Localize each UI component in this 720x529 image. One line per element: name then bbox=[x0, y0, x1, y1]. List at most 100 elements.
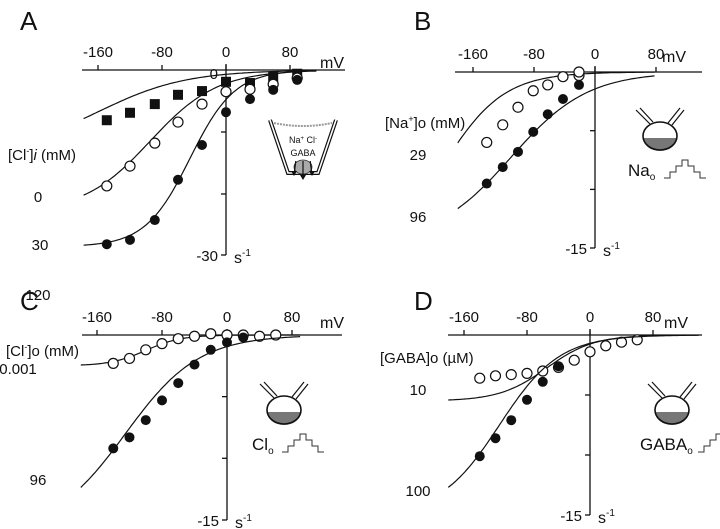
oocyte-vegetal-pole bbox=[655, 412, 689, 425]
data-point-filled bbox=[125, 234, 135, 245]
y-bottom-label: -15 bbox=[565, 241, 587, 258]
concentration-label: [GABA]o (µM) bbox=[380, 350, 474, 367]
panel-C: C -160 -80 0 80 mV -15 s-1 [Cl-]o (mM)0.001 96 Clo bbox=[0, 286, 344, 529]
step-protocol-icon bbox=[282, 433, 324, 453]
data-point-filled bbox=[157, 395, 167, 406]
data-point-filled bbox=[205, 344, 216, 355]
oocyte-clamp-icon: Clo bbox=[252, 381, 324, 457]
data-point-filled bbox=[573, 79, 584, 90]
data-point-filled bbox=[124, 432, 135, 443]
data-point-open bbox=[156, 338, 168, 350]
data-point-square bbox=[125, 107, 135, 118]
y-bottom-label: -30 bbox=[196, 248, 218, 265]
y-axis-unit-exponent: -1 bbox=[243, 513, 252, 524]
data-point-open bbox=[584, 346, 596, 358]
data-point-open bbox=[568, 354, 580, 366]
data-point-open bbox=[107, 357, 119, 369]
data-point-square bbox=[173, 89, 183, 100]
data-point-open bbox=[188, 330, 201, 342]
data-point-filled bbox=[542, 109, 553, 120]
arrow-head-icon bbox=[309, 171, 315, 176]
data-point-filled bbox=[528, 126, 539, 137]
data-point-open bbox=[600, 340, 612, 352]
data-point-open bbox=[557, 71, 569, 83]
data-point-open bbox=[124, 160, 136, 172]
inset-gaba-label: GABA bbox=[290, 148, 315, 158]
solution-label: Clo bbox=[252, 435, 274, 457]
data-point-square bbox=[197, 86, 207, 97]
oocyte-vegetal-pole bbox=[643, 138, 677, 151]
series-label: 96 bbox=[30, 472, 47, 489]
fit-curve-120 bbox=[83, 70, 317, 246]
x-tick-label: 0 bbox=[222, 44, 230, 61]
y-axis-unit-exponent: -1 bbox=[242, 248, 251, 259]
x-tick-label: 80 bbox=[284, 309, 301, 326]
concentration-label: [Cl-]o (mM) bbox=[6, 342, 79, 360]
data-point-open bbox=[497, 119, 509, 131]
fit-curve-96 bbox=[457, 75, 655, 210]
data-point-open bbox=[172, 333, 184, 345]
x-tick-label: -80 bbox=[151, 44, 173, 61]
panel-A: A -160 -80 0 80 mV -30 s-1 0 [Cl-]i (mM) 0 30 120 Na+… bbox=[8, 6, 345, 304]
data-point-filled bbox=[506, 415, 517, 426]
data-point-filled bbox=[481, 178, 492, 189]
series-label: 100 bbox=[405, 483, 430, 500]
x-axis-unit: mV bbox=[320, 315, 344, 332]
data-point-open bbox=[101, 180, 113, 192]
panel-D: D -160 -80 0 80 mV -15 s-1 [GABA]o (µM) 10 100 GABA… bbox=[380, 286, 720, 527]
x-axis-unit: mV bbox=[320, 55, 344, 72]
data-point-open bbox=[615, 336, 628, 348]
arrow-head-icon bbox=[291, 171, 297, 176]
x-tick-label: -80 bbox=[151, 309, 173, 326]
x-tick-label: 0 bbox=[586, 309, 594, 326]
data-point-open bbox=[527, 85, 539, 97]
solution-label: GABAo bbox=[640, 435, 693, 457]
x-axis-unit: mV bbox=[662, 49, 686, 66]
data-point-filled bbox=[173, 378, 184, 389]
data-point-open bbox=[244, 83, 256, 95]
panel-letter: C bbox=[20, 286, 39, 316]
oocyte-icon bbox=[642, 121, 678, 151]
series-label: 10 bbox=[410, 382, 427, 399]
data-point-filled bbox=[292, 74, 303, 85]
data-point-open bbox=[505, 369, 517, 381]
data-point-filled bbox=[497, 162, 508, 173]
data-point-filled bbox=[140, 415, 151, 426]
series-label: 30 bbox=[32, 237, 49, 254]
data-point-square bbox=[221, 76, 231, 87]
data-point-filled bbox=[222, 337, 232, 348]
y-axis-unit-exponent: -1 bbox=[611, 241, 620, 252]
x-tick-label: 0 bbox=[591, 46, 599, 63]
data-point-open bbox=[196, 98, 208, 110]
x-tick-label: -160 bbox=[458, 46, 488, 63]
series-label: 0.001 bbox=[0, 361, 37, 378]
panel-letter: A bbox=[20, 6, 38, 36]
data-point-open bbox=[512, 101, 524, 113]
data-point-open bbox=[489, 370, 502, 382]
data-point-square bbox=[149, 99, 160, 110]
data-point-filled bbox=[101, 239, 112, 250]
data-point-filled bbox=[474, 451, 485, 462]
x-tick-label: -160 bbox=[82, 309, 112, 326]
y-bottom-label: -15 bbox=[560, 508, 582, 525]
y-zero-label: 0 bbox=[210, 66, 218, 83]
data-point-filled bbox=[197, 140, 207, 151]
data-point-open bbox=[220, 86, 232, 98]
y-axis-unit: s-1 bbox=[234, 248, 251, 267]
fit-curve-29 bbox=[457, 71, 655, 144]
solution-label: Nao bbox=[628, 161, 656, 183]
y-axis-unit: s-1 bbox=[235, 513, 252, 529]
data-point-open bbox=[149, 137, 161, 149]
electrode-left-icon bbox=[635, 107, 654, 125]
data-point-open bbox=[521, 367, 533, 379]
data-point-filled bbox=[221, 107, 231, 118]
concentration-label: [Na+]o (mM) bbox=[385, 114, 465, 132]
data-point-filled bbox=[173, 174, 183, 185]
electrode-right-icon bbox=[679, 381, 697, 400]
data-point-filled bbox=[557, 94, 568, 105]
y-axis-unit-exponent: -1 bbox=[606, 508, 615, 519]
data-point-square bbox=[101, 115, 112, 126]
electrode-right-icon bbox=[291, 381, 309, 400]
electrode-left-icon bbox=[647, 381, 666, 399]
